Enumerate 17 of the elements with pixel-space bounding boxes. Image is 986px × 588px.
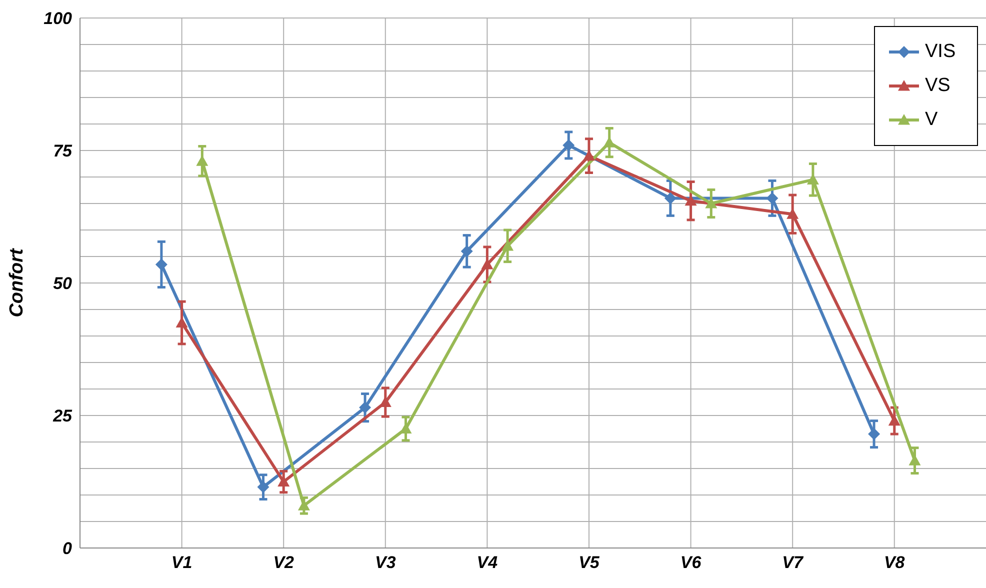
x-tick-label: V1: [171, 553, 192, 572]
legend-label: VIS: [925, 41, 956, 63]
x-tick-label: V3: [374, 553, 396, 572]
y-tick-label: 50: [53, 274, 73, 294]
x-tick-label: V8: [884, 553, 906, 572]
legend-label: V: [925, 109, 938, 131]
y-tick-label: 25: [52, 406, 73, 426]
x-tick-label: V6: [680, 553, 702, 572]
y-tick-label: 0: [62, 539, 73, 558]
x-tick-label: V7: [782, 553, 805, 572]
y-tick-label: 75: [53, 142, 73, 161]
legend-label: VS: [925, 75, 950, 97]
x-tick-label: V5: [578, 553, 600, 572]
y-tick-label: 100: [44, 9, 73, 28]
x-tick-label: V2: [273, 553, 295, 572]
y-axis-title: Confort: [6, 248, 28, 318]
x-tick-label: V4: [476, 553, 498, 572]
